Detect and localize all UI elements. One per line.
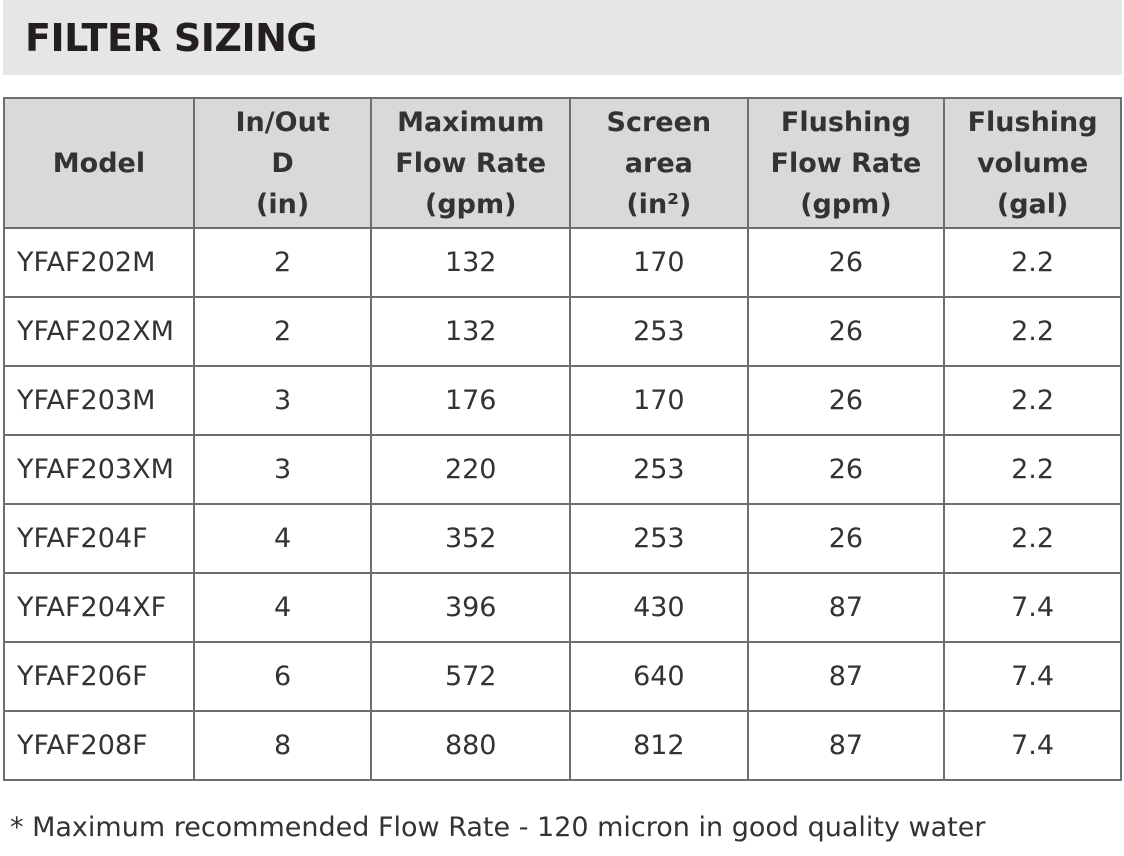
table-cell: 26: [746, 503, 946, 574]
table-cell: 396: [370, 572, 572, 643]
header-line: Flow Rate: [770, 147, 922, 179]
header-line: volume: [977, 147, 1089, 179]
table-cell: 430: [569, 572, 749, 643]
table-cell: 4: [192, 572, 373, 643]
table-cell: 4: [192, 503, 373, 574]
table-cell: 352: [370, 503, 572, 574]
table-cell: 2.2: [943, 296, 1122, 367]
title-bar: FILTER SIZING: [3, 0, 1122, 75]
table-cell: 812: [569, 710, 749, 781]
header-line: Flow Rate: [395, 147, 547, 179]
header-line: (gal): [996, 188, 1069, 220]
table-cell: 253: [569, 434, 749, 505]
table-cell: 7.4: [943, 641, 1122, 712]
table-cell: YFAF208F: [3, 710, 195, 781]
table-cell: 170: [569, 365, 749, 436]
table-row: YFAF202M 2 132 170 26 2.2: [3, 227, 1122, 298]
title: FILTER SIZING: [25, 16, 318, 60]
header-line: (in²): [626, 188, 692, 220]
table-cell: YFAF204XF: [3, 572, 195, 643]
table-cell: YFAF202XM: [3, 296, 195, 367]
table-cell: 2: [192, 227, 373, 298]
footnote: * Maximum recommended Flow Rate - 120 mi…: [10, 812, 986, 843]
table-cell: 132: [370, 296, 572, 367]
table-cell: YFAF203XM: [3, 434, 195, 505]
table-cell: 176: [370, 365, 572, 436]
header-line: area: [624, 147, 693, 179]
header-line: Flushing: [967, 106, 1098, 138]
table-cell: 26: [746, 365, 946, 436]
table-body: YFAF202M 2 132 170 26 2.2 YFAF202XM 2 132 253 26 2.…: [3, 227, 1122, 781]
table-cell: 87: [746, 641, 946, 712]
table-cell: 26: [746, 434, 946, 505]
table-cell: 2.2: [943, 365, 1122, 436]
header-cell: Flushing Flow Rate (gpm): [746, 97, 946, 229]
header-line: In/Out: [235, 106, 330, 138]
header-line: Flushing: [780, 106, 911, 138]
table-cell: 880: [370, 710, 572, 781]
table-row: YFAF203XM 3 220 253 26 2.2: [3, 434, 1122, 505]
table-cell: 220: [370, 434, 572, 505]
table-cell: 3: [192, 365, 373, 436]
filter-table: Model In/Out D (in) Maximum Flow Rate (gpm) Scr…: [3, 97, 1122, 781]
header-cell: Model: [3, 97, 195, 229]
table-cell: 253: [569, 296, 749, 367]
header-cell: Maximum Flow Rate (gpm): [370, 97, 572, 229]
header-cell: Flushing volume (gal): [943, 97, 1122, 229]
table-cell: YFAF203M: [3, 365, 195, 436]
table-row: YFAF208F 8 880 812 87 7.4: [3, 710, 1122, 781]
table-row: YFAF204F 4 352 253 26 2.2: [3, 503, 1122, 574]
table-cell: 6: [192, 641, 373, 712]
table-row: YFAF204XF 4 396 430 87 7.4: [3, 572, 1122, 643]
header-line: Model: [52, 147, 146, 179]
table-cell: 572: [370, 641, 572, 712]
header-line: Maximum: [397, 106, 545, 138]
header-row: Model In/Out D (in) Maximum Flow Rate (gpm) Scr…: [3, 97, 1122, 229]
table-cell: YFAF204F: [3, 503, 195, 574]
table-cell: 87: [746, 572, 946, 643]
table-cell: 87: [746, 710, 946, 781]
table-cell: 253: [569, 503, 749, 574]
table-cell: 26: [746, 296, 946, 367]
header-cell: Screen area (in²): [569, 97, 749, 229]
table-row: YFAF206F 6 572 640 87 7.4: [3, 641, 1122, 712]
header-line: (in): [256, 188, 310, 220]
table-row: YFAF202XM 2 132 253 26 2.2: [3, 296, 1122, 367]
table-cell: 7.4: [943, 710, 1122, 781]
table-cell: 3: [192, 434, 373, 505]
table-cell: YFAF206F: [3, 641, 195, 712]
table-cell: 640: [569, 641, 749, 712]
table-cell: 7.4: [943, 572, 1122, 643]
header-cell: In/Out D (in): [192, 97, 373, 229]
table-cell: YFAF202M: [3, 227, 195, 298]
table-cell: 26: [746, 227, 946, 298]
table-row: YFAF203M 3 176 170 26 2.2: [3, 365, 1122, 436]
table-cell: 132: [370, 227, 572, 298]
table-cell: 8: [192, 710, 373, 781]
table-cell: 2.2: [943, 227, 1122, 298]
table-cell: 170: [569, 227, 749, 298]
table-cell: 2.2: [943, 434, 1122, 505]
header-line: (gpm): [424, 188, 517, 220]
table-cell: 2: [192, 296, 373, 367]
header-line: (gpm): [800, 188, 892, 220]
header-line: D: [271, 147, 294, 179]
header-line: Screen: [606, 106, 712, 138]
table-cell: 2.2: [943, 503, 1122, 574]
